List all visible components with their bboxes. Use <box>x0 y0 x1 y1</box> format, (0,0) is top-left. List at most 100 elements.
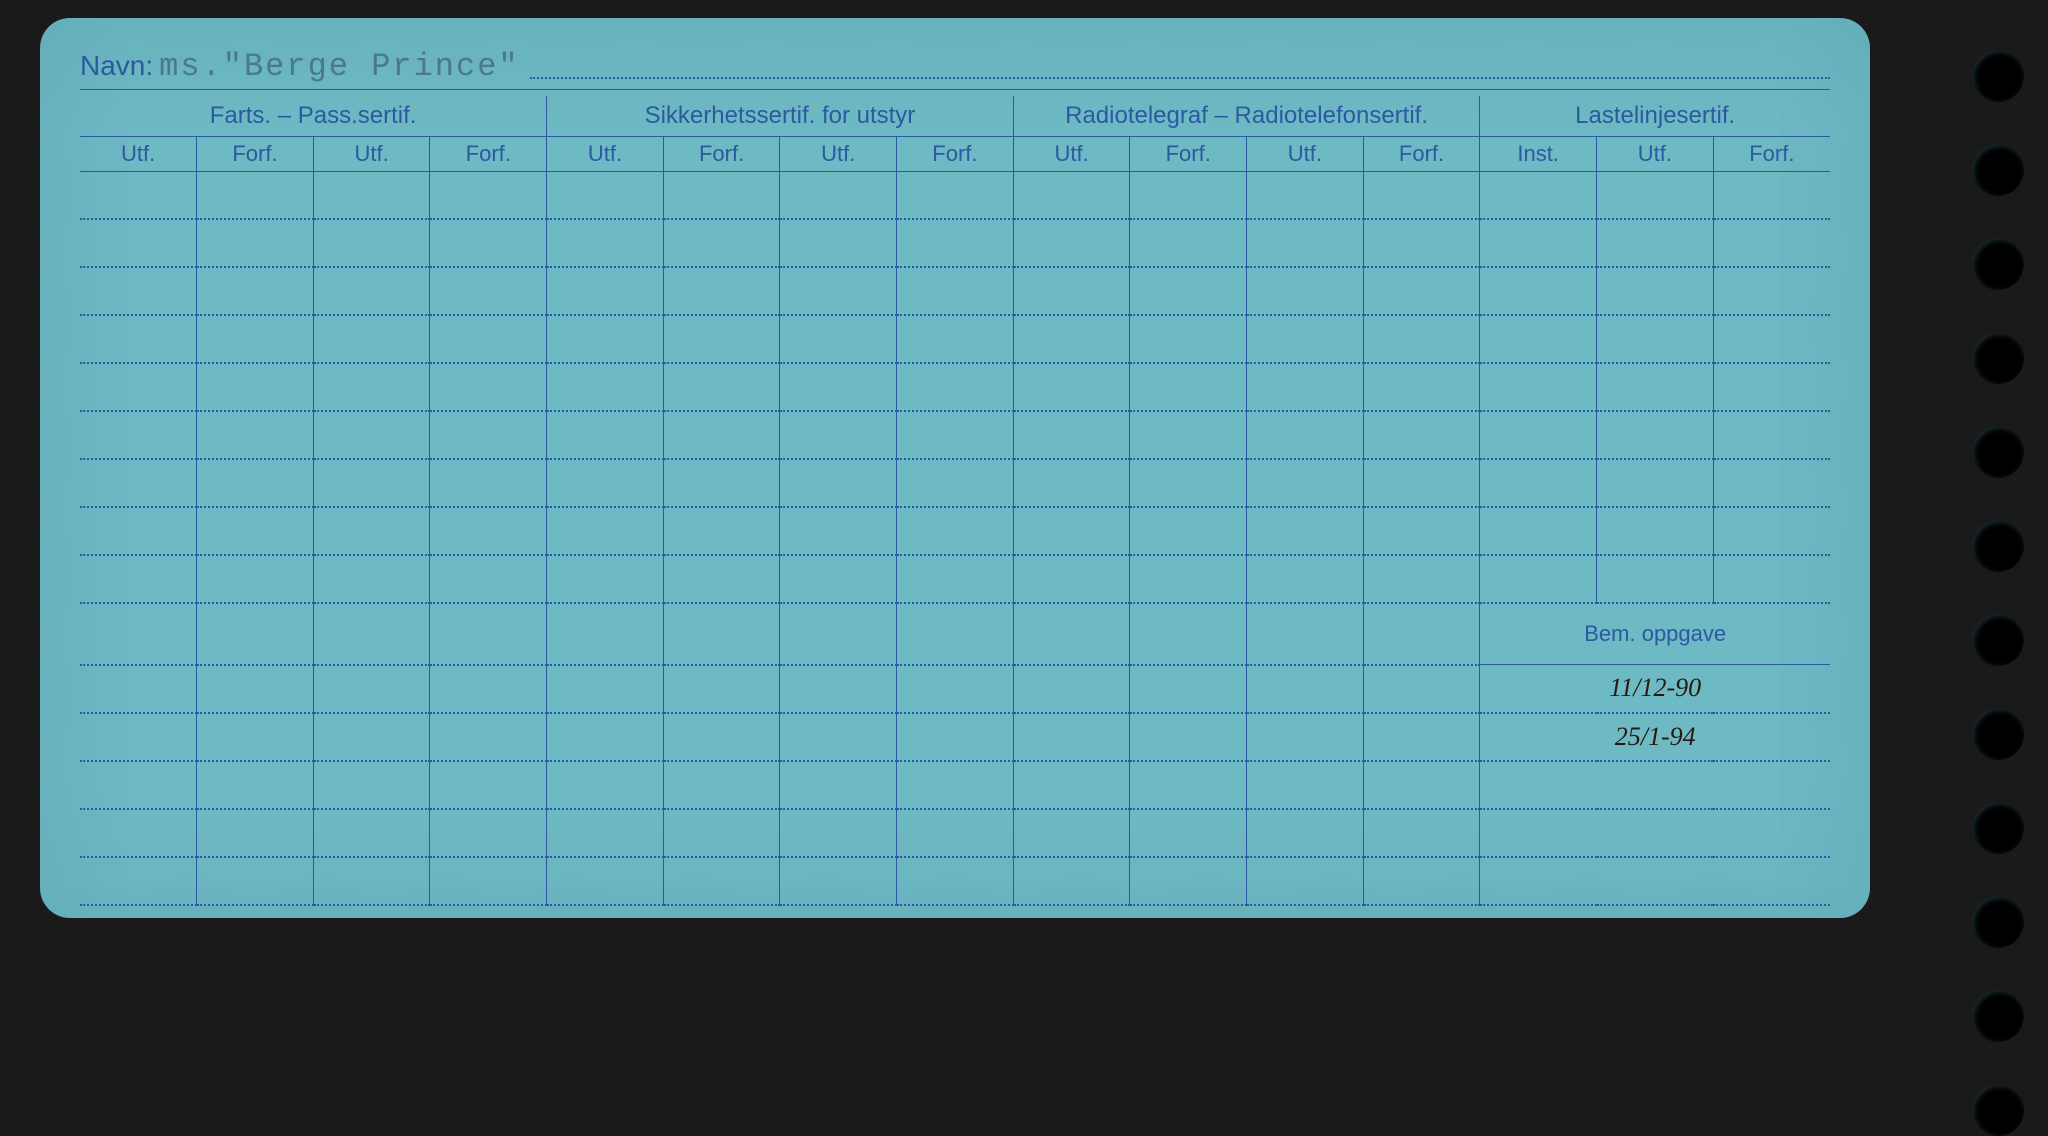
bem-cell <box>1480 809 1830 857</box>
table-cell <box>430 603 547 665</box>
name-value: ms."Berge Prince" <box>159 48 519 85</box>
table-cell <box>897 315 1014 363</box>
table-cell <box>80 713 197 761</box>
table-cell <box>663 809 780 857</box>
table-cell <box>1013 809 1130 857</box>
table-cell <box>780 809 897 857</box>
table-cell <box>547 665 664 713</box>
table-cell <box>1247 713 1364 761</box>
table-cell <box>547 761 664 809</box>
table-cell <box>1363 267 1480 315</box>
table-cell <box>1480 363 1597 411</box>
table-cell <box>1247 172 1364 220</box>
table-cell <box>1013 267 1130 315</box>
table-cell <box>80 459 197 507</box>
table-cell <box>780 713 897 761</box>
table-cell <box>1363 219 1480 267</box>
table-cell <box>1130 219 1247 267</box>
table-cell <box>430 363 547 411</box>
table-cell <box>313 315 430 363</box>
table-cell <box>547 315 664 363</box>
table-cell <box>1130 363 1247 411</box>
table-cell <box>663 713 780 761</box>
table-cell <box>897 809 1014 857</box>
bem-header: Bem. oppgave <box>1480 603 1830 665</box>
table-cell <box>313 809 430 857</box>
table-cell <box>1480 267 1597 315</box>
table-cell <box>313 857 430 905</box>
table-cell <box>80 809 197 857</box>
table-row <box>80 507 1830 555</box>
table-cell <box>547 713 664 761</box>
table-row: 11/12-90 <box>80 665 1830 713</box>
col-1-0: Utf. <box>547 137 664 172</box>
table-cell <box>897 665 1014 713</box>
group-header-row: Farts. – Pass.sertif. Sikkerhetssertif. … <box>80 96 1830 137</box>
table-cell <box>80 172 197 220</box>
table-row <box>80 172 1830 220</box>
table-cell <box>1013 665 1130 713</box>
table-cell <box>663 267 780 315</box>
table-cell <box>80 665 197 713</box>
table-cell <box>1480 507 1597 555</box>
table-cell <box>663 315 780 363</box>
table-cell <box>313 459 430 507</box>
table-cell <box>313 411 430 459</box>
group-sikkerhet: Sikkerhetssertif. for utstyr <box>547 96 1014 137</box>
binding-hole <box>1972 520 2024 572</box>
table-cell <box>1247 857 1364 905</box>
handwritten-date: 11/12-90 <box>1609 673 1701 702</box>
table-cell <box>1713 411 1830 459</box>
table-cell <box>1363 713 1480 761</box>
table-row <box>80 459 1830 507</box>
table-cell <box>897 713 1014 761</box>
table-row <box>80 363 1830 411</box>
table-cell <box>1363 809 1480 857</box>
table-cell <box>1363 363 1480 411</box>
table-cell <box>1363 507 1480 555</box>
table-cell <box>313 507 430 555</box>
table-cell <box>547 459 664 507</box>
table-cell <box>1597 172 1714 220</box>
bem-cell: 11/12-90 <box>1480 665 1830 713</box>
bem-cell: 25/1-94 <box>1480 713 1830 761</box>
group-lastelinje: Lastelinjesertif. <box>1480 96 1830 137</box>
table-cell <box>1247 665 1364 713</box>
table-cell <box>430 219 547 267</box>
col-0-3: Forf. <box>430 137 547 172</box>
table-cell <box>197 172 314 220</box>
table-cell <box>897 761 1014 809</box>
table-cell <box>897 267 1014 315</box>
table-cell <box>430 267 547 315</box>
col-0-1: Forf. <box>197 137 314 172</box>
table-cell <box>1013 459 1130 507</box>
table-row <box>80 411 1830 459</box>
table-row <box>80 219 1830 267</box>
table-cell <box>197 857 314 905</box>
table-cell <box>897 172 1014 220</box>
table-cell <box>1130 555 1247 603</box>
table-cell <box>1713 267 1830 315</box>
table-cell <box>80 267 197 315</box>
table-cell <box>1013 172 1130 220</box>
table-cell <box>1130 267 1247 315</box>
table-cell <box>1363 411 1480 459</box>
table-cell <box>1597 411 1714 459</box>
name-label: Navn: <box>80 50 153 82</box>
col-2-1: Forf. <box>1130 137 1247 172</box>
col-3-2: Forf. <box>1713 137 1830 172</box>
table-cell <box>1713 219 1830 267</box>
table-cell <box>197 267 314 315</box>
table-cell <box>1597 363 1714 411</box>
binding-holes <box>1972 50 2024 1136</box>
table-cell <box>1130 172 1247 220</box>
table-cell <box>430 857 547 905</box>
table-cell <box>197 665 314 713</box>
table-cell <box>1247 555 1364 603</box>
binding-hole <box>1972 802 2024 854</box>
table-cell <box>1247 809 1364 857</box>
table-cell <box>1713 363 1830 411</box>
table-cell <box>1130 315 1247 363</box>
table-cell <box>1130 809 1247 857</box>
table-cell <box>1247 507 1364 555</box>
